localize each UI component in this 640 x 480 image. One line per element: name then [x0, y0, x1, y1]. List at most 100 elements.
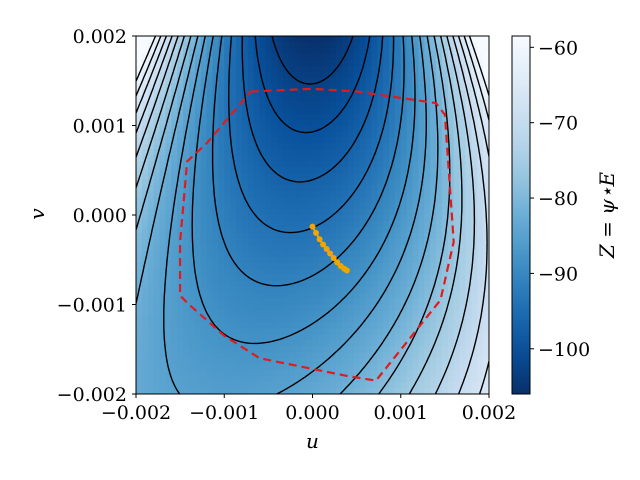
heatmap-cell — [288, 238, 296, 246]
heatmap-cell — [424, 346, 431, 353]
heatmap-cell — [230, 131, 237, 139]
heatmap-cell — [253, 250, 261, 258]
heatmap-cell — [294, 107, 302, 115]
heatmap-cell — [383, 352, 390, 359]
heatmap-cell — [318, 352, 325, 359]
heatmap-cell — [412, 191, 419, 198]
heatmap-cell — [471, 53, 478, 61]
heatmap-cell — [447, 149, 455, 156]
heatmap-cell — [324, 71, 331, 79]
heatmap-cell — [312, 280, 319, 288]
heatmap-cell — [424, 203, 431, 210]
heatmap-cell — [277, 209, 284, 216]
heatmap-cell — [436, 226, 443, 234]
heatmap-cell — [200, 244, 208, 252]
heatmap-cell — [247, 179, 255, 186]
heatmap-cell — [136, 352, 143, 359]
heatmap-cell — [136, 167, 143, 174]
heatmap-cell — [406, 358, 414, 365]
heatmap-cell — [241, 161, 249, 168]
heatmap-cell — [359, 89, 367, 97]
heatmap-cell — [294, 125, 302, 133]
heatmap-cell — [394, 203, 402, 210]
heatmap-cell — [447, 95, 455, 103]
heatmap-cell — [318, 185, 325, 192]
heatmap-cell — [347, 41, 355, 49]
heatmap-cell — [265, 352, 272, 359]
heatmap-cell — [271, 59, 278, 67]
heatmap-cell — [159, 292, 167, 300]
heatmap-cell — [194, 316, 202, 323]
heatmap-cell — [212, 352, 219, 359]
heatmap-cell — [306, 41, 314, 49]
heatmap-cell — [206, 310, 214, 318]
heatmap-cell — [218, 77, 225, 85]
heatmap-cell — [165, 250, 172, 258]
heatmap-cell — [383, 59, 390, 67]
heatmap-cell — [483, 328, 489, 335]
heatmap-cell — [400, 298, 408, 306]
heatmap-cell — [247, 59, 255, 67]
heatmap-cell — [241, 364, 249, 371]
heatmap-cell — [177, 113, 184, 121]
heatmap-cell — [383, 220, 390, 228]
heatmap-cell — [318, 203, 325, 210]
heatmap-cell — [259, 197, 267, 204]
heatmap-cell — [483, 364, 489, 371]
heatmap-cell — [206, 238, 214, 246]
heatmap-cell — [483, 376, 489, 383]
heatmap-cell — [136, 322, 143, 329]
heatmap-cell — [341, 185, 349, 192]
heatmap-cell — [341, 274, 349, 282]
heatmap-cell — [318, 191, 325, 198]
heatmap-cell — [394, 209, 402, 216]
heatmap-cell — [212, 316, 219, 323]
heatmap-cell — [336, 382, 343, 389]
heatmap-cell — [165, 376, 172, 383]
heatmap-cell — [159, 220, 167, 228]
heatmap-cell — [183, 83, 190, 91]
heatmap-cell — [141, 41, 149, 49]
heatmap-cell — [371, 107, 378, 115]
y-axis-label: v — [25, 208, 49, 220]
heatmap-cell — [136, 137, 143, 144]
heatmap-cell — [147, 179, 155, 186]
heatmap-cell — [336, 36, 343, 43]
heatmap-cell — [224, 137, 231, 144]
heatmap-cell — [288, 370, 296, 377]
heatmap-cell — [253, 232, 261, 240]
heatmap-cell — [159, 167, 167, 174]
heatmap-cell — [383, 203, 390, 210]
heatmap-cell — [153, 173, 161, 180]
heatmap-cell — [418, 286, 425, 294]
heatmap-cell — [230, 41, 237, 49]
heatmap-cell — [136, 107, 143, 115]
heatmap-cell — [247, 131, 255, 139]
heatmap-cell — [288, 364, 296, 371]
heatmap-cell — [412, 185, 419, 192]
heatmap-cell — [394, 364, 402, 371]
heatmap-cell — [318, 358, 325, 365]
heatmap-cell — [283, 256, 290, 264]
heatmap-cell — [365, 298, 372, 306]
heatmap-cell — [306, 107, 314, 115]
heatmap-cell — [200, 155, 208, 162]
heatmap-cell — [306, 209, 314, 216]
heatmap-cell — [300, 232, 308, 240]
heatmap-cell — [441, 388, 449, 394]
heatmap-cell — [483, 167, 489, 174]
heatmap-cell — [371, 364, 378, 371]
heatmap-cell — [324, 298, 331, 306]
heatmap-cell — [271, 262, 278, 270]
heatmap-cell — [359, 149, 367, 156]
heatmap-cell — [183, 155, 190, 162]
heatmap-cell — [153, 244, 161, 252]
heatmap-cell — [400, 95, 408, 103]
heatmap-cell — [318, 149, 325, 156]
heatmap-cell — [247, 161, 255, 168]
heatmap-cell — [394, 95, 402, 103]
heatmap-cell — [230, 292, 237, 300]
heatmap-cell — [436, 286, 443, 294]
heatmap-cell — [430, 310, 437, 318]
heatmap-cell — [206, 173, 214, 180]
